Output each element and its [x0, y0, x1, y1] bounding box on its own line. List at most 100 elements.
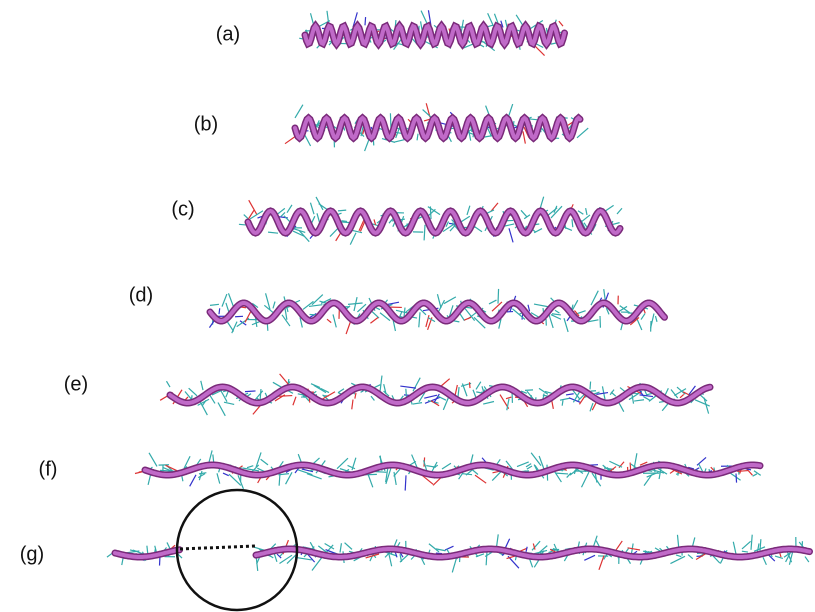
render-detail [639, 394, 654, 398]
broken-bond [179, 544, 257, 551]
render-detail [619, 305, 631, 314]
render-detail [352, 12, 358, 28]
panel-label: (b) [194, 113, 218, 135]
render-detail [242, 467, 260, 472]
render-detail [433, 393, 440, 404]
render-detail [347, 464, 356, 470]
render-detail [516, 461, 529, 468]
render-detail [200, 380, 204, 391]
render-detail [423, 118, 430, 122]
render-detail [490, 202, 499, 212]
render-detail [359, 220, 366, 232]
render-detail [548, 314, 554, 329]
render-detail [423, 460, 428, 472]
render-detail [664, 387, 669, 396]
render-detail [464, 308, 476, 322]
render-detail [551, 313, 561, 316]
render-detail [267, 231, 279, 234]
render-detail [306, 473, 322, 480]
render-detail [302, 300, 314, 310]
render-detail [419, 21, 423, 30]
render-detail [264, 293, 271, 310]
render-detail [732, 541, 737, 555]
render-detail [474, 226, 483, 233]
render-detail [365, 553, 380, 559]
render-detail [525, 546, 528, 553]
render-detail [292, 230, 305, 237]
render-detail [279, 554, 293, 565]
render-detail [487, 12, 495, 28]
render-detail [336, 457, 349, 470]
render-detail [550, 205, 563, 219]
render-detail [303, 22, 567, 48]
render-detail [385, 466, 389, 483]
render-detail [278, 473, 281, 486]
render-detail [505, 396, 512, 400]
render-detail [311, 294, 324, 306]
render-detail [370, 395, 375, 401]
render-detail [506, 398, 510, 411]
render-detail [313, 384, 327, 394]
render-detail [558, 20, 564, 27]
render-detail [555, 472, 569, 475]
render-detail [729, 472, 741, 481]
render-detail [294, 104, 304, 119]
render-detail [646, 471, 659, 478]
render-detail [297, 469, 313, 476]
render-detail [425, 314, 430, 328]
render-detail [615, 540, 623, 551]
render-detail [284, 308, 288, 320]
render-detail [711, 554, 721, 564]
render-detail [385, 467, 392, 485]
render-detail [437, 395, 447, 401]
render-detail [418, 392, 426, 403]
render-detail [351, 399, 354, 410]
render-detail [197, 473, 206, 479]
render-detail [498, 318, 502, 329]
render-detail [337, 388, 345, 394]
render-detail [255, 452, 262, 468]
render-detail [788, 550, 794, 565]
render-detail [559, 397, 570, 401]
render-detail [548, 549, 557, 554]
render-detail [466, 205, 471, 216]
render-detail [563, 317, 569, 333]
render-detail [278, 473, 290, 476]
render-detail [223, 401, 235, 406]
render-detail [332, 314, 337, 328]
render-detail [488, 299, 497, 305]
render-detail [315, 196, 324, 211]
render-detail [679, 393, 685, 399]
render-detail [542, 394, 549, 397]
render-detail [589, 402, 594, 412]
render-detail [437, 299, 446, 313]
render-detail [299, 317, 303, 328]
render-detail [297, 393, 306, 396]
render-detail [412, 377, 421, 392]
render-detail [759, 539, 762, 551]
render-detail [566, 472, 572, 478]
render-detail [698, 463, 704, 473]
render-detail [737, 469, 749, 473]
render-detail [512, 308, 526, 320]
render-detail [627, 547, 641, 551]
render-detail [483, 400, 495, 405]
render-detail [393, 471, 397, 486]
render-detail [227, 293, 235, 309]
render-detail [246, 208, 622, 236]
render-detail [462, 43, 474, 49]
panel-label: (f) [39, 458, 58, 480]
render-detail [379, 312, 391, 322]
render-detail [251, 302, 259, 309]
render-detail [584, 554, 596, 561]
render-detail [587, 319, 599, 323]
render-detail [609, 389, 615, 396]
render-detail [442, 396, 450, 411]
render-detail [571, 388, 581, 400]
render-detail [246, 465, 254, 469]
render-detail [357, 303, 367, 313]
render-detail [520, 390, 528, 394]
render-detail [197, 398, 210, 406]
render-detail [694, 399, 710, 407]
render-detail [221, 293, 228, 307]
